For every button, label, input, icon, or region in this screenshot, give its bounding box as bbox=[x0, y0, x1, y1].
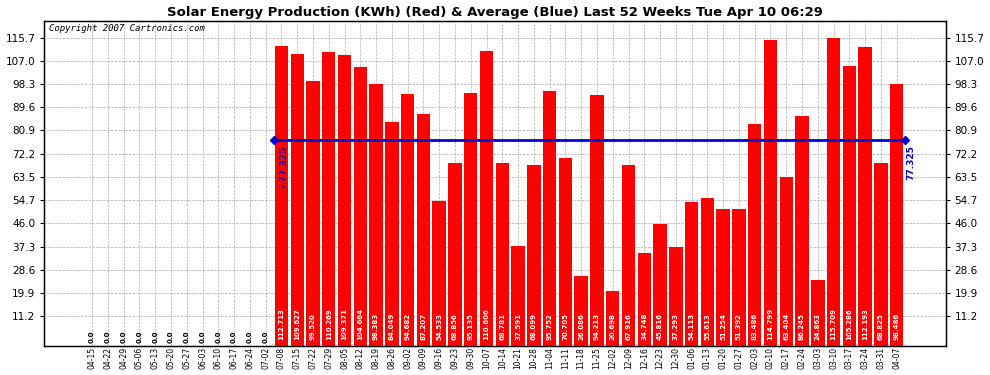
Text: 104.664: 104.664 bbox=[357, 309, 363, 340]
Bar bbox=[543, 91, 556, 346]
Bar bbox=[401, 94, 415, 346]
Bar bbox=[527, 165, 541, 346]
Text: 37.591: 37.591 bbox=[515, 314, 521, 340]
Bar bbox=[480, 51, 493, 346]
Text: 95.752: 95.752 bbox=[546, 314, 552, 340]
Bar bbox=[275, 46, 288, 346]
Bar bbox=[512, 246, 525, 346]
Bar bbox=[779, 177, 793, 346]
Bar bbox=[338, 55, 351, 346]
Text: 0.0: 0.0 bbox=[168, 331, 174, 343]
Text: 0.0: 0.0 bbox=[247, 331, 252, 343]
Bar bbox=[448, 162, 461, 346]
Text: 112.193: 112.193 bbox=[862, 309, 868, 340]
Bar bbox=[322, 53, 336, 346]
Text: 114.799: 114.799 bbox=[767, 308, 773, 340]
Text: 68.825: 68.825 bbox=[878, 314, 884, 340]
Text: 68.099: 68.099 bbox=[531, 314, 537, 340]
Bar bbox=[763, 40, 777, 346]
Bar bbox=[748, 124, 761, 346]
Bar bbox=[622, 165, 636, 346]
Text: 109.371: 109.371 bbox=[342, 309, 347, 340]
Text: 68.781: 68.781 bbox=[499, 314, 505, 340]
Text: 83.486: 83.486 bbox=[751, 314, 757, 340]
Text: 84.049: 84.049 bbox=[389, 313, 395, 340]
Bar bbox=[496, 163, 509, 346]
Text: 0.0: 0.0 bbox=[200, 331, 206, 343]
Text: 77.325: 77.325 bbox=[906, 146, 915, 180]
Bar bbox=[606, 291, 620, 346]
Text: 98.486: 98.486 bbox=[894, 314, 900, 340]
Text: 98.383: 98.383 bbox=[373, 314, 379, 340]
Bar bbox=[590, 95, 604, 346]
Text: 67.916: 67.916 bbox=[626, 314, 632, 340]
Bar bbox=[717, 209, 730, 346]
Text: 94.213: 94.213 bbox=[594, 314, 600, 340]
Text: 99.520: 99.520 bbox=[310, 314, 316, 340]
Bar bbox=[574, 276, 588, 346]
Bar bbox=[890, 84, 904, 346]
Text: 95.135: 95.135 bbox=[467, 314, 474, 340]
Bar bbox=[811, 280, 825, 346]
Title: Solar Energy Production (KWh) (Red) & Average (Blue) Last 52 Weeks Tue Apr 10 06: Solar Energy Production (KWh) (Red) & Av… bbox=[167, 6, 823, 18]
Text: 112.713: 112.713 bbox=[278, 309, 284, 340]
Bar bbox=[874, 163, 888, 346]
Bar bbox=[290, 54, 304, 346]
Text: 63.404: 63.404 bbox=[783, 313, 789, 340]
Text: 86.245: 86.245 bbox=[799, 314, 805, 340]
Text: 0.0: 0.0 bbox=[121, 331, 127, 343]
Text: 34.748: 34.748 bbox=[642, 313, 647, 340]
Bar bbox=[842, 66, 856, 346]
Bar bbox=[558, 158, 572, 346]
Bar bbox=[385, 122, 399, 346]
Bar bbox=[669, 246, 682, 346]
Bar bbox=[306, 81, 320, 346]
Text: 110.269: 110.269 bbox=[326, 309, 332, 340]
Text: 51.392: 51.392 bbox=[736, 314, 742, 340]
Text: Copyright 2007 Cartronics.com: Copyright 2007 Cartronics.com bbox=[49, 24, 205, 33]
Text: 0.0: 0.0 bbox=[262, 331, 268, 343]
Text: 0.0: 0.0 bbox=[231, 331, 238, 343]
Bar bbox=[433, 201, 446, 346]
Bar bbox=[638, 254, 651, 346]
Text: 20.698: 20.698 bbox=[610, 314, 616, 340]
Bar bbox=[369, 84, 383, 346]
Text: 0.0: 0.0 bbox=[105, 331, 111, 343]
Text: 26.086: 26.086 bbox=[578, 314, 584, 340]
Text: ←77.325: ←77.325 bbox=[280, 146, 289, 188]
Text: 0.0: 0.0 bbox=[152, 331, 158, 343]
Bar bbox=[653, 224, 666, 346]
Text: 110.606: 110.606 bbox=[483, 309, 489, 340]
Text: 54.533: 54.533 bbox=[437, 314, 443, 340]
Text: 109.627: 109.627 bbox=[294, 309, 300, 340]
Bar bbox=[464, 93, 477, 346]
Text: 105.286: 105.286 bbox=[846, 309, 852, 340]
Text: 94.682: 94.682 bbox=[405, 314, 411, 340]
Text: 70.705: 70.705 bbox=[562, 314, 568, 340]
Text: 45.816: 45.816 bbox=[657, 314, 663, 340]
Text: 0.0: 0.0 bbox=[89, 331, 95, 343]
Text: 0.0: 0.0 bbox=[216, 331, 222, 343]
Bar bbox=[417, 114, 430, 346]
Bar bbox=[685, 202, 698, 346]
Text: 37.293: 37.293 bbox=[673, 314, 679, 340]
Bar bbox=[795, 116, 809, 346]
Text: 24.863: 24.863 bbox=[815, 314, 821, 340]
Bar bbox=[353, 67, 367, 346]
Bar bbox=[733, 209, 745, 346]
Text: 68.856: 68.856 bbox=[452, 314, 458, 340]
Text: 55.613: 55.613 bbox=[704, 314, 711, 340]
Text: 54.113: 54.113 bbox=[689, 314, 695, 340]
Bar bbox=[827, 38, 841, 346]
Text: 0.0: 0.0 bbox=[137, 331, 143, 343]
Text: 0.0: 0.0 bbox=[184, 331, 190, 343]
Text: 87.207: 87.207 bbox=[421, 314, 427, 340]
Bar bbox=[701, 198, 714, 346]
Text: 51.254: 51.254 bbox=[720, 314, 726, 340]
Bar bbox=[858, 47, 872, 346]
Text: 115.709: 115.709 bbox=[831, 309, 837, 340]
